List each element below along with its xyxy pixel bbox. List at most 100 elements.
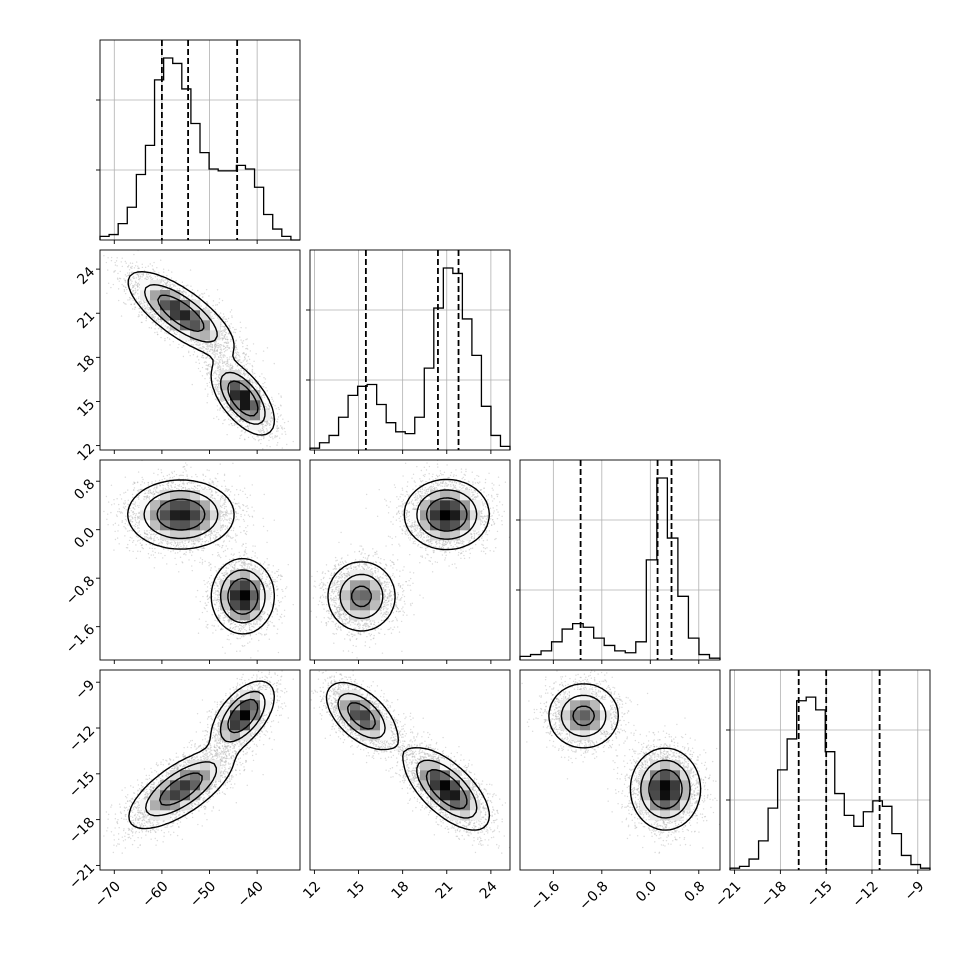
sample-point	[215, 304, 217, 306]
sample-point	[138, 283, 141, 286]
sample-point	[134, 306, 137, 309]
sample-point	[218, 314, 221, 316]
sample-point	[239, 321, 242, 324]
sample-point	[185, 291, 187, 294]
sample-point	[280, 395, 282, 397]
sample-point	[124, 292, 127, 295]
sample-point	[214, 354, 216, 356]
sample-point	[228, 358, 230, 360]
sample-point	[198, 362, 201, 365]
sample-point	[226, 320, 229, 323]
sample-point	[281, 433, 283, 435]
sample-point	[144, 307, 146, 310]
sample-point	[205, 348, 207, 350]
sample-point	[261, 407, 264, 410]
sample-point	[223, 351, 226, 353]
sample-point	[230, 338, 232, 340]
sample-point	[215, 362, 217, 364]
sample-point	[247, 374, 250, 376]
sample-point	[262, 448, 264, 450]
sample-point	[223, 335, 225, 337]
sample-point	[216, 353, 219, 355]
sample-point	[257, 440, 260, 442]
sample-point	[183, 298, 186, 301]
sample-point	[149, 263, 151, 265]
sample-point	[228, 424, 230, 426]
sample-point	[189, 269, 192, 271]
sample-point	[245, 338, 247, 341]
sample-point	[211, 346, 214, 349]
sample-point	[123, 288, 126, 291]
sample-point	[235, 328, 237, 331]
sample-point	[125, 303, 127, 305]
sample-point	[230, 309, 233, 311]
sample-point	[243, 366, 246, 368]
sample-point	[55, 228, 56, 229]
sample-point	[213, 349, 216, 351]
sample-point	[182, 292, 184, 295]
sample-point	[226, 361, 229, 363]
sample-point	[133, 253, 135, 256]
sample-point	[160, 282, 162, 284]
sample-point	[206, 382, 208, 385]
sample-point	[230, 422, 233, 425]
sample-point	[221, 362, 224, 365]
sample-point	[213, 372, 215, 375]
sample-point	[214, 398, 217, 401]
sample-point	[207, 347, 209, 349]
sample-point	[231, 424, 233, 427]
histogram-step	[309, 267, 511, 450]
sample-point	[161, 286, 163, 288]
sample-point	[216, 349, 219, 351]
sample-point	[216, 304, 219, 306]
sample-point	[130, 303, 132, 306]
sample-point	[219, 407, 221, 410]
sample-point	[272, 438, 274, 440]
sample-point	[129, 262, 132, 264]
sample-point	[136, 289, 139, 292]
sample-point	[209, 373, 211, 376]
sample-point	[212, 300, 215, 302]
sample-point	[231, 316, 233, 319]
sample-point	[234, 356, 236, 358]
sample-point	[160, 259, 162, 261]
sample-point	[279, 415, 281, 417]
sample-point	[137, 315, 139, 318]
sample-point	[166, 288, 168, 290]
sample-point	[228, 347, 230, 350]
sample-point	[121, 257, 123, 259]
sample-point	[226, 349, 228, 351]
sample-point	[135, 284, 137, 286]
sample-point	[191, 289, 194, 291]
sample-point	[219, 343, 221, 346]
sample-point	[135, 273, 138, 275]
sample-point	[132, 299, 134, 301]
sample-point	[228, 418, 230, 420]
sample-point	[219, 348, 221, 351]
sample-point	[231, 358, 233, 361]
sample-point	[135, 281, 138, 284]
sample-point	[123, 278, 125, 280]
sample-point	[160, 336, 162, 339]
sample-point	[271, 419, 274, 421]
sample-point	[221, 339, 224, 341]
sample-point	[281, 426, 283, 428]
sample-point	[137, 297, 140, 300]
sample-point	[200, 356, 203, 359]
sample-point	[268, 407, 271, 410]
sample-point	[276, 413, 279, 415]
sample-point	[215, 370, 217, 372]
sample-point	[201, 366, 204, 369]
sample-point	[155, 324, 157, 327]
sample-point	[204, 306, 207, 309]
sample-point	[270, 416, 272, 418]
sample-point	[222, 316, 224, 319]
sample-point	[239, 435, 242, 437]
sample-point	[128, 269, 131, 271]
sample-point	[224, 360, 226, 363]
sample-point	[223, 403, 225, 405]
sample-point	[251, 379, 253, 382]
sample-point	[154, 316, 157, 318]
sample-point	[213, 341, 216, 344]
sample-point	[227, 364, 230, 366]
